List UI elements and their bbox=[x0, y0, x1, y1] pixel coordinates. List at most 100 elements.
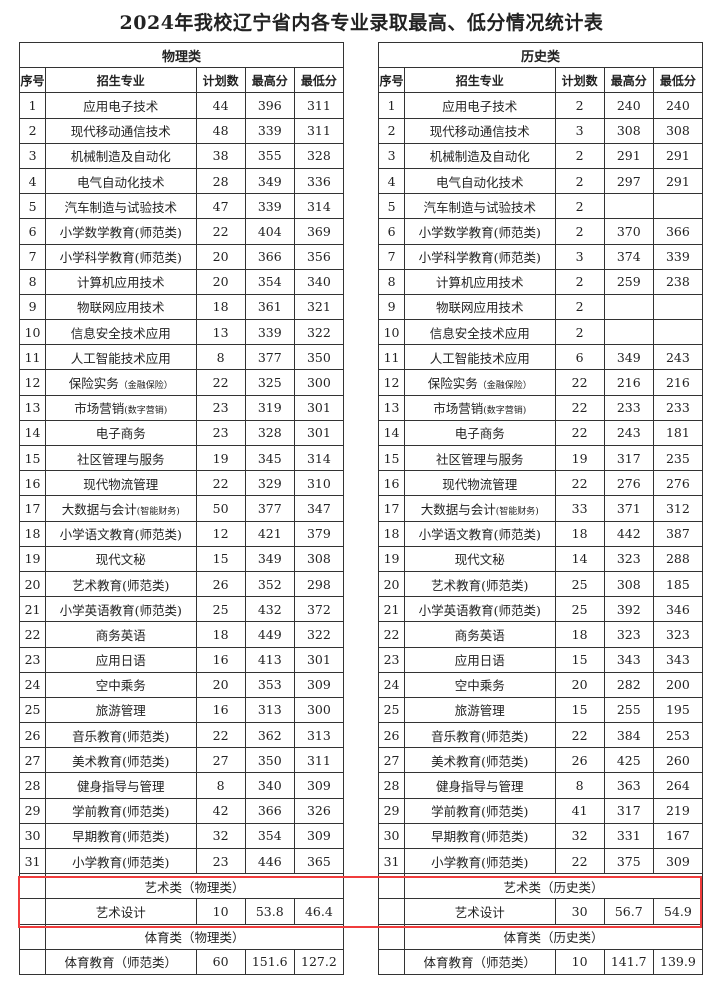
plan-cell: 8 bbox=[554, 772, 605, 799]
seq-cell bbox=[18, 948, 47, 975]
category-header: 历史类 bbox=[378, 41, 703, 69]
plan-cell: 22 bbox=[554, 394, 605, 421]
max-score-cell: 425 bbox=[603, 747, 654, 774]
column-header-row: 序号 招生专业 计划数 最高分 最低分 bbox=[377, 67, 704, 94]
min-score-cell: 347 bbox=[293, 495, 345, 522]
min-score-cell: 311 bbox=[293, 117, 345, 144]
table-row: 31 小学教育(师范类) 23 446 365 bbox=[18, 847, 345, 875]
max-score-cell: 421 bbox=[244, 520, 295, 547]
min-score-cell: 167 bbox=[652, 822, 704, 850]
major-name: 电子商务 bbox=[95, 426, 146, 442]
min-score-cell: 260 bbox=[652, 747, 704, 774]
max-score-cell: 308 bbox=[603, 570, 654, 598]
table-row: 5 汽车制造与试验技术 2 bbox=[377, 193, 704, 220]
major-name: 人工智能技术应用 bbox=[429, 350, 530, 366]
min-score-cell: 127.2 bbox=[293, 948, 345, 975]
major-name: 计算机应用技术 bbox=[436, 275, 524, 291]
major-cell: 小学语文教育(师范类) bbox=[404, 520, 556, 547]
major-name: 旅游管理 bbox=[95, 703, 146, 719]
max-score-cell: 317 bbox=[603, 797, 654, 824]
max-score-cell: 349 bbox=[244, 545, 295, 572]
max-score-cell bbox=[603, 319, 654, 346]
column-header-seq: 序号 bbox=[377, 67, 406, 94]
major-name: 机械制造及自动化 bbox=[70, 149, 171, 165]
seq-cell: 11 bbox=[18, 344, 47, 371]
table-row: 9 物联网应用技术 2 bbox=[377, 293, 704, 321]
max-score-cell: 259 bbox=[603, 268, 654, 295]
seq-cell: 21 bbox=[377, 596, 406, 623]
major-cell: 艺术设计 bbox=[45, 898, 197, 925]
major-cell: 美术教育(师范类) bbox=[45, 747, 197, 774]
major-cell: 机械制造及自动化 bbox=[45, 142, 197, 169]
seq-cell: 28 bbox=[377, 772, 406, 799]
table-row: 26 音乐教育(师范类) 22 384 253 bbox=[377, 722, 704, 749]
major-cell: 信息安全技术应用 bbox=[404, 319, 556, 346]
major-name: 现代移动通信技术 bbox=[429, 124, 530, 140]
major-name: 小学科学教育(师范类) bbox=[418, 250, 541, 266]
table-row: 31 小学教育(师范类) 22 375 309 bbox=[377, 847, 704, 875]
max-score-cell: 353 bbox=[244, 671, 295, 698]
max-score-cell bbox=[603, 293, 654, 321]
table-row: 体育教育（师范类） 60 151.6 127.2 bbox=[18, 948, 345, 975]
major-cell: 汽车制造与试验技术 bbox=[404, 193, 556, 220]
seq-cell bbox=[18, 873, 47, 900]
max-score-cell: 339 bbox=[244, 319, 295, 346]
major-name: 现代文秘 bbox=[454, 552, 505, 568]
plan-cell: 30 bbox=[554, 898, 605, 925]
major-name: 汽车制造与试验技术 bbox=[423, 199, 537, 215]
major-name: 信息安全技术应用 bbox=[70, 325, 171, 341]
major-cell: 商务英语 bbox=[45, 621, 197, 648]
table-row: 12 保险实务（金融保险） 22 325 300 bbox=[18, 369, 345, 396]
plan-cell: 22 bbox=[554, 369, 605, 396]
table-row: 22 商务英语 18 323 323 bbox=[377, 621, 704, 648]
seq-cell: 29 bbox=[377, 797, 406, 824]
major-cell: 空中乘务 bbox=[45, 671, 197, 698]
min-score-cell: 288 bbox=[652, 545, 704, 572]
seq-cell: 7 bbox=[377, 243, 406, 270]
plan-cell: 32 bbox=[554, 822, 605, 850]
seq-cell: 25 bbox=[18, 696, 47, 724]
seq-cell: 5 bbox=[377, 193, 406, 220]
major-name: 早期教育(师范类) bbox=[72, 829, 170, 845]
seq-cell: 12 bbox=[18, 369, 47, 396]
min-score-cell: 321 bbox=[293, 293, 345, 321]
plan-cell: 2 bbox=[554, 319, 605, 346]
major-name: 商务英语 bbox=[454, 627, 505, 643]
plan-cell: 13 bbox=[195, 319, 246, 346]
max-score-cell: 384 bbox=[603, 722, 654, 749]
major-name: 物联网应用技术 bbox=[436, 300, 524, 316]
max-score-cell: 366 bbox=[244, 243, 295, 270]
seq-cell: 4 bbox=[377, 167, 406, 195]
major-note: (智能财务) bbox=[136, 506, 180, 517]
major-name: 计算机应用技术 bbox=[77, 275, 165, 291]
seq-cell: 22 bbox=[18, 621, 47, 648]
min-score-cell: 309 bbox=[293, 671, 345, 698]
major-cell: 计算机应用技术 bbox=[404, 268, 556, 295]
plan-cell: 20 bbox=[195, 671, 246, 698]
seq-cell bbox=[377, 948, 406, 975]
max-score-cell: 355 bbox=[244, 142, 295, 169]
major-cell: 旅游管理 bbox=[404, 696, 556, 724]
major-name: 小学英语教育(师范类) bbox=[59, 602, 182, 618]
major-cell: 小学科学教育(师范类) bbox=[45, 243, 197, 270]
column-header-min: 最低分 bbox=[652, 67, 704, 94]
min-score-cell: 369 bbox=[293, 218, 345, 245]
plan-cell: 20 bbox=[195, 268, 246, 295]
seq-cell: 26 bbox=[377, 722, 406, 749]
page-title: 2024年我校辽宁省内各专业录取最高、低分情况统计表 bbox=[119, 12, 604, 34]
major-name: 空中乘务 bbox=[95, 678, 146, 694]
major-cell: 人工智能技术应用 bbox=[45, 344, 197, 371]
plan-cell: 2 bbox=[554, 167, 605, 195]
major-cell: 小学英语教育(师范类) bbox=[404, 596, 556, 623]
min-score-cell: 301 bbox=[293, 419, 345, 447]
min-score-cell: 309 bbox=[652, 847, 704, 875]
min-score-cell: 54.9 bbox=[652, 898, 704, 925]
table-row: 艺术设计 10 53.8 46.4 bbox=[18, 898, 345, 925]
major-cell: 现代移动通信技术 bbox=[404, 117, 556, 144]
min-score-cell: 350 bbox=[293, 344, 345, 371]
major-name: 艺术教育(师范类) bbox=[431, 577, 529, 593]
seq-cell: 21 bbox=[18, 596, 47, 623]
seq-cell: 13 bbox=[18, 394, 47, 421]
max-score-cell: 331 bbox=[603, 822, 654, 850]
seq-cell bbox=[18, 898, 47, 925]
